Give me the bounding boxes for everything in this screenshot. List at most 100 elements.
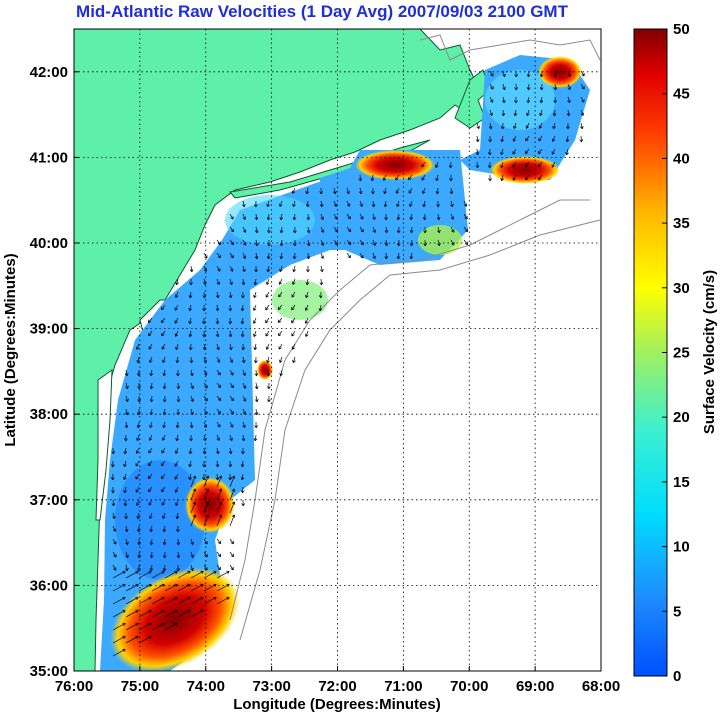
velocity-arrow-105 (383, 200, 388, 208)
contour-1 (229, 199, 590, 621)
velocity-arrow-494 (190, 609, 204, 618)
velocity-arrow-191 (254, 265, 258, 273)
velocity-arrow-417 (190, 501, 197, 514)
velocity-arrow-259 (305, 330, 309, 337)
velocity-arrow-281 (241, 356, 246, 364)
velocity-arrow-178 (306, 252, 311, 260)
velocity-arrow-143 (384, 226, 389, 234)
velocity-arrow-406 (190, 488, 197, 501)
velocity-arrow-11 (526, 83, 531, 91)
velocity-arrow-263 (175, 343, 179, 350)
velocity-arrow-431 (112, 538, 117, 545)
chesapeake-bay (95, 368, 113, 521)
velocity-arrow-489 (125, 609, 139, 618)
velocity-arrow-323 (125, 408, 129, 416)
bathymetry-contours (229, 34, 601, 641)
velocity-arrow-420 (229, 501, 236, 514)
velocity-arrow-316 (190, 395, 194, 402)
velocity-arrow-138 (320, 226, 325, 233)
velocity-arrow-465 (164, 570, 178, 579)
velocity-arrow-442 (125, 551, 129, 559)
x-tick-label-0: 76:00 (55, 678, 93, 695)
velocity-arrow-108 (422, 200, 427, 208)
velocity-arrow-195 (306, 265, 310, 273)
velocity-arrow-416 (175, 512, 180, 520)
velocity-arrow-62 (487, 161, 492, 169)
contour-2 (239, 219, 601, 641)
velocity-arrow-424 (149, 525, 154, 533)
velocity-arrow-452 (125, 564, 129, 572)
velocity-arrow-402 (135, 499, 140, 506)
velocity-arrow-296 (254, 369, 259, 377)
velocity-arrow-59 (435, 161, 439, 168)
velocity-arrow-69 (370, 174, 375, 182)
velocity-arrow-30 (566, 109, 571, 117)
velocity-arrow-47 (551, 135, 556, 142)
velocity-arrow-57 (565, 148, 569, 156)
velocity-arrow-493 (177, 609, 191, 618)
velocity-arrow-7 (580, 70, 585, 77)
velocity-arrow-21 (553, 96, 557, 104)
velocity-arrow-350 (189, 434, 193, 442)
velocity-arrow-177 (292, 252, 297, 260)
velocity-arrow-268 (241, 343, 246, 351)
velocity-arrow-186 (189, 265, 194, 273)
y-tick-label-6: 41:00 (30, 149, 68, 166)
colorbar-gradient (633, 28, 668, 677)
velocity-arrow-405 (175, 499, 179, 506)
light-patch-2 (225, 195, 315, 245)
velocity-arrow-364 (215, 447, 220, 455)
velocity-arrow-399 (240, 486, 245, 494)
velocity-arrow-67 (551, 161, 556, 168)
velocity-arrow-274 (149, 356, 153, 363)
velocity-arrow-276 (175, 356, 180, 364)
velocity-arrow-269 (253, 343, 258, 351)
velocity-arrow-365 (228, 447, 233, 455)
velocity-arrow-366 (241, 447, 245, 455)
velocity-arrow-116 (279, 213, 284, 221)
velocity-arrow-140 (346, 226, 352, 232)
velocity-arrow-375 (215, 460, 220, 468)
velocity-arrows (110, 70, 585, 657)
velocity-arrow-346 (136, 434, 140, 442)
velocity-arrow-341 (216, 421, 221, 428)
velocity-arrow-491 (151, 609, 165, 618)
velocity-arrow-271 (278, 343, 283, 350)
y-tick-label-2: 37:00 (30, 492, 68, 509)
velocity-arrow-76 (488, 174, 492, 182)
velocity-arrow-68 (358, 174, 363, 182)
velocity-arrow-348 (161, 434, 166, 441)
velocity-arrow-407 (203, 488, 210, 501)
velocity-arrow-434 (149, 538, 154, 546)
velocity-arrow-46 (538, 135, 543, 142)
velocity-arrow-19 (526, 96, 531, 104)
velocity-arrow-96 (266, 200, 270, 208)
velocity-arrow-249 (174, 330, 179, 337)
velocity-arrow-449 (216, 551, 222, 557)
velocity-arrow-490 (138, 609, 152, 618)
velocity-arrow-201 (229, 278, 233, 285)
velocity-arrow-392 (148, 486, 153, 493)
velocity-arrow-383 (174, 473, 179, 480)
velocity-arrow-141 (359, 226, 364, 233)
velocity-arrow-236 (174, 317, 179, 324)
velocity-arrow-54 (524, 148, 530, 155)
velocity-arrow-134 (267, 226, 271, 234)
y-tick-label-0: 35:00 (30, 663, 68, 680)
velocity-arrow-288 (149, 369, 154, 377)
colorbar-tick-label-1: 5 (673, 603, 681, 620)
velocity-arrow-196 (320, 265, 324, 273)
hotspot-chesapeake-offshore (185, 477, 235, 533)
velocity-arrow-456 (176, 564, 181, 572)
hotspot-nantucket (490, 156, 560, 184)
velocity-arrow-430 (229, 514, 236, 527)
velocity-arrow-487 (216, 596, 230, 605)
velocity-arrow-82 (305, 187, 310, 195)
velocity-arrow-209 (174, 291, 179, 298)
y-axis-ticks: 35:00 36:00 37:00 38:00 39:00 40:00 41:00 42:00 (30, 64, 79, 680)
velocity-arrow-495 (112, 622, 126, 631)
velocity-arrow-257 (278, 330, 283, 337)
velocity-arrow-208 (319, 278, 324, 286)
velocity-arrow-192 (266, 265, 271, 273)
velocity-arrow-280 (229, 356, 234, 363)
